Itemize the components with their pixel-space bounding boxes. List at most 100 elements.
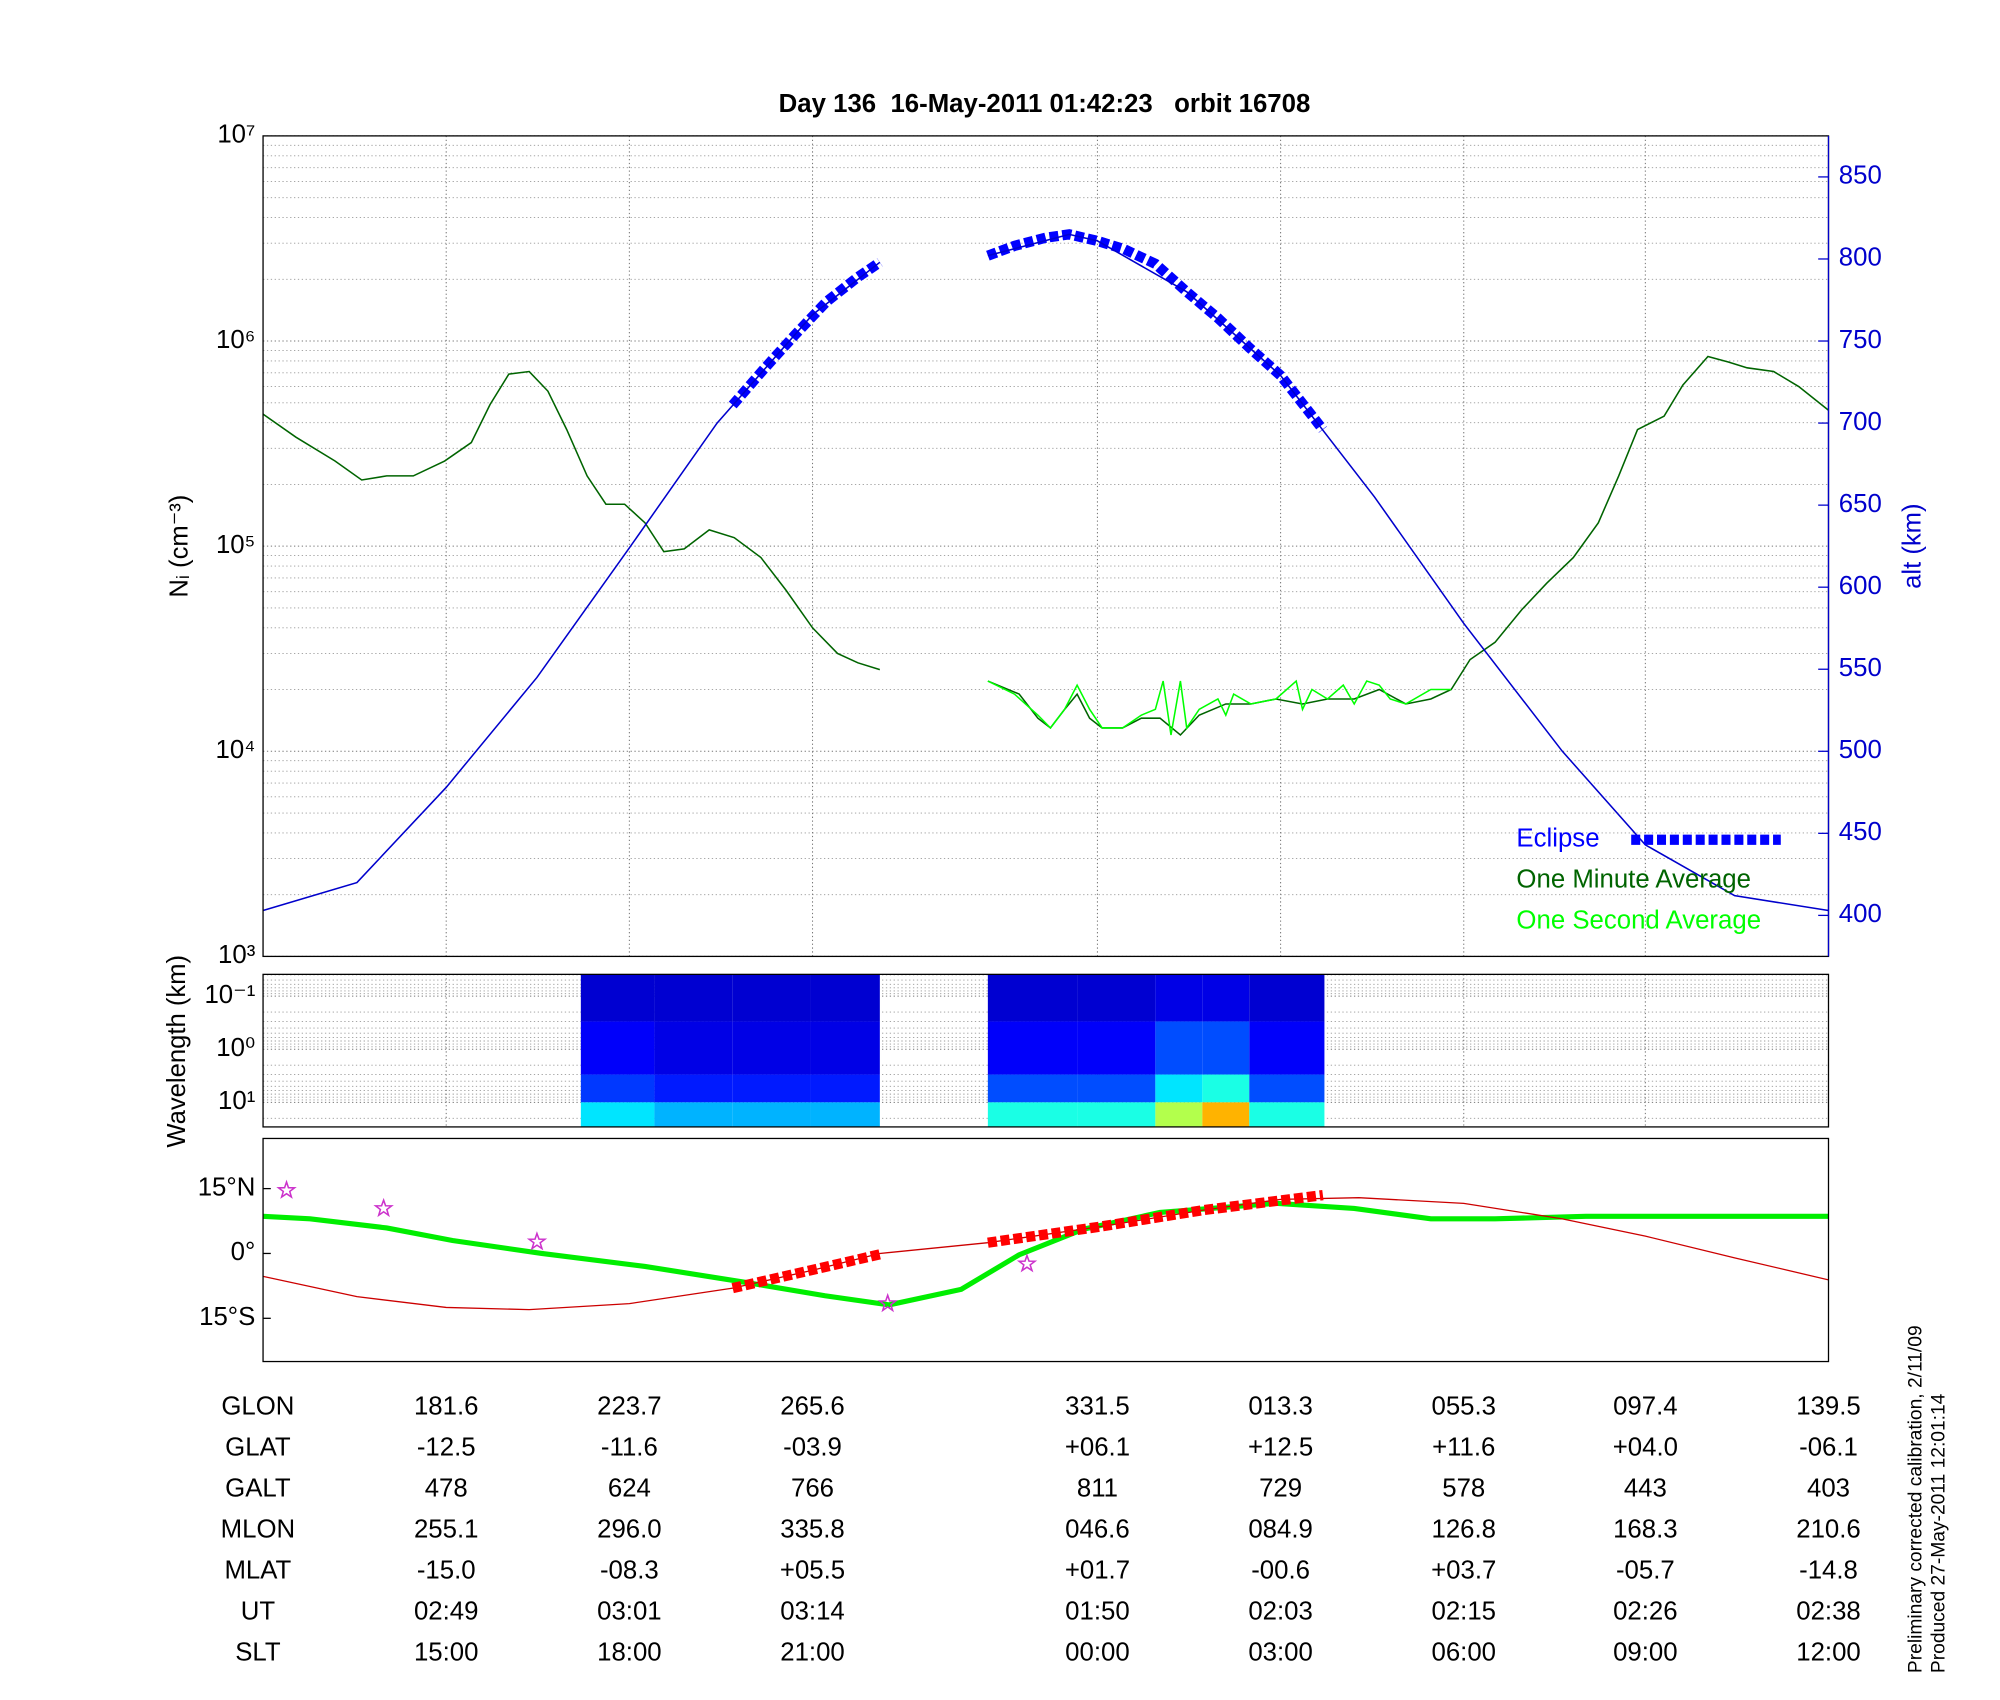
table-cell: 02:26 (1613, 1598, 1678, 1626)
table-cell: 223.7 (597, 1393, 662, 1421)
series-line (262, 355, 1829, 737)
row-label: GALT (225, 1475, 291, 1503)
y-tick-label: 10³ (218, 941, 256, 969)
table-cell: 02:15 (1431, 1598, 1496, 1626)
plot-area (263, 1138, 1829, 1362)
heatmap-cell (1077, 974, 1156, 1022)
heatmap-cell (732, 974, 811, 1022)
chart-title: Day 136 16-May-2011 01:42:23 orbit 16708 (779, 90, 1311, 118)
y-tick-label: 10¹ (218, 1087, 255, 1115)
table-cell: 013.3 (1248, 1393, 1313, 1421)
table-cell: 03:14 (780, 1598, 845, 1626)
y-axis-label: Nᵢ (cm⁻³) (165, 495, 193, 598)
heatmap-cell (810, 974, 880, 1022)
table-cell: 00:00 (1065, 1639, 1130, 1667)
heatmap-cell (654, 974, 733, 1022)
table-cell: 729 (1259, 1475, 1302, 1503)
heatmap-cell (810, 1074, 880, 1103)
heatmap-cell (1155, 1102, 1203, 1127)
y2-tick-label: 400 (1839, 900, 1882, 928)
table-cell: 06:00 (1431, 1639, 1496, 1667)
table-cell: 210.6 (1796, 1516, 1861, 1544)
y-tick-label: 10⁴ (216, 736, 256, 764)
y-tick-label: 10⁷ (217, 121, 255, 149)
heatmap-cell (987, 1102, 1078, 1127)
series-line (262, 233, 1829, 912)
heatmap-cell (987, 974, 1078, 1022)
y-tick-label: 0° (231, 1238, 256, 1266)
row-label: MLON (221, 1516, 295, 1544)
y2-tick-label: 800 (1839, 244, 1882, 272)
table-cell: 03:01 (597, 1598, 662, 1626)
y-tick-label: 15°S (199, 1303, 255, 1331)
table-cell: -06.1 (1799, 1434, 1858, 1462)
table-cell: -12.5 (417, 1434, 476, 1462)
heatmap-cell (580, 1102, 655, 1127)
heatmap-cell (810, 1021, 880, 1075)
heatmap-cell (1077, 1102, 1156, 1127)
note: Preliminary corrected calibration, 2/11/… (1905, 1325, 1926, 1673)
legend-label: Eclipse (1516, 825, 1599, 853)
heatmap-cell (810, 1102, 880, 1127)
heatmap-cell (732, 1074, 811, 1103)
table-cell: +04.0 (1613, 1434, 1678, 1462)
heatmap-cell (987, 1021, 1078, 1075)
heatmap-cell (1202, 1102, 1250, 1127)
table-cell: 578 (1442, 1475, 1485, 1503)
table-cell: -00.6 (1251, 1557, 1310, 1585)
table-cell: 168.3 (1613, 1516, 1678, 1544)
heatmap-cell (1202, 1021, 1250, 1075)
heatmap-cell (654, 1102, 733, 1127)
heatmap-cell (1202, 974, 1250, 1022)
y-tick-label: 10⁻¹ (204, 981, 255, 1009)
y2-tick-label: 550 (1839, 654, 1882, 682)
y2-tick-label: 450 (1839, 818, 1882, 846)
star-marker (373, 1197, 394, 1218)
table-cell: 766 (791, 1475, 834, 1503)
map-tracks (263, 1179, 1829, 1313)
heatmap-cell (987, 1074, 1078, 1103)
table-cell: -08.3 (600, 1557, 659, 1585)
legend-label: One Second Average (1516, 907, 1761, 935)
table-cell: 18:00 (597, 1639, 662, 1667)
heatmap-cell (1249, 974, 1325, 1022)
legend-label: One Minute Average (1516, 866, 1751, 894)
row-label: GLAT (225, 1434, 291, 1462)
table-cell: 403 (1807, 1475, 1850, 1503)
y2-tick-label: 700 (1839, 408, 1882, 436)
table-cell: -11.6 (601, 1434, 658, 1462)
y2-tick-label: 600 (1839, 572, 1882, 600)
table-cell: 02:49 (414, 1598, 479, 1626)
table-cell: 335.8 (780, 1516, 845, 1544)
table-cell: 01:50 (1065, 1598, 1130, 1626)
y2-tick-label: 500 (1839, 736, 1882, 764)
table-cell: 443 (1624, 1475, 1667, 1503)
row-label: SLT (235, 1639, 281, 1667)
table-cell: -05.7 (1616, 1557, 1675, 1585)
table-cell: +11.6 (1432, 1434, 1495, 1462)
table-cell: 255.1 (414, 1516, 479, 1544)
table-cell: 811 (1077, 1475, 1118, 1503)
heatmap-cell (580, 1021, 655, 1075)
heatmap-cell (580, 1074, 655, 1103)
table-cell: +06.1 (1065, 1434, 1130, 1462)
table-cell: 084.9 (1248, 1516, 1313, 1544)
y-tick-label: 10⁵ (216, 531, 255, 559)
heatmap-cell (1249, 1102, 1325, 1127)
heatmap-cell (1155, 974, 1203, 1022)
row-label: MLAT (224, 1557, 291, 1585)
y-axis-label: Wavelength (km) (163, 955, 191, 1148)
series-line (987, 679, 1452, 736)
table-cell: 624 (608, 1475, 651, 1503)
table-cell: 139.5 (1796, 1393, 1861, 1421)
y2-tick-label: 650 (1839, 490, 1882, 518)
heatmap-cell (1077, 1074, 1156, 1103)
heatmap-cell (732, 1102, 811, 1127)
table-cell: 21:00 (780, 1639, 845, 1667)
table-cell: 331.5 (1065, 1393, 1130, 1421)
plot-frame (262, 1137, 1830, 1363)
series-line (263, 1200, 1829, 1308)
star-marker (877, 1292, 898, 1313)
